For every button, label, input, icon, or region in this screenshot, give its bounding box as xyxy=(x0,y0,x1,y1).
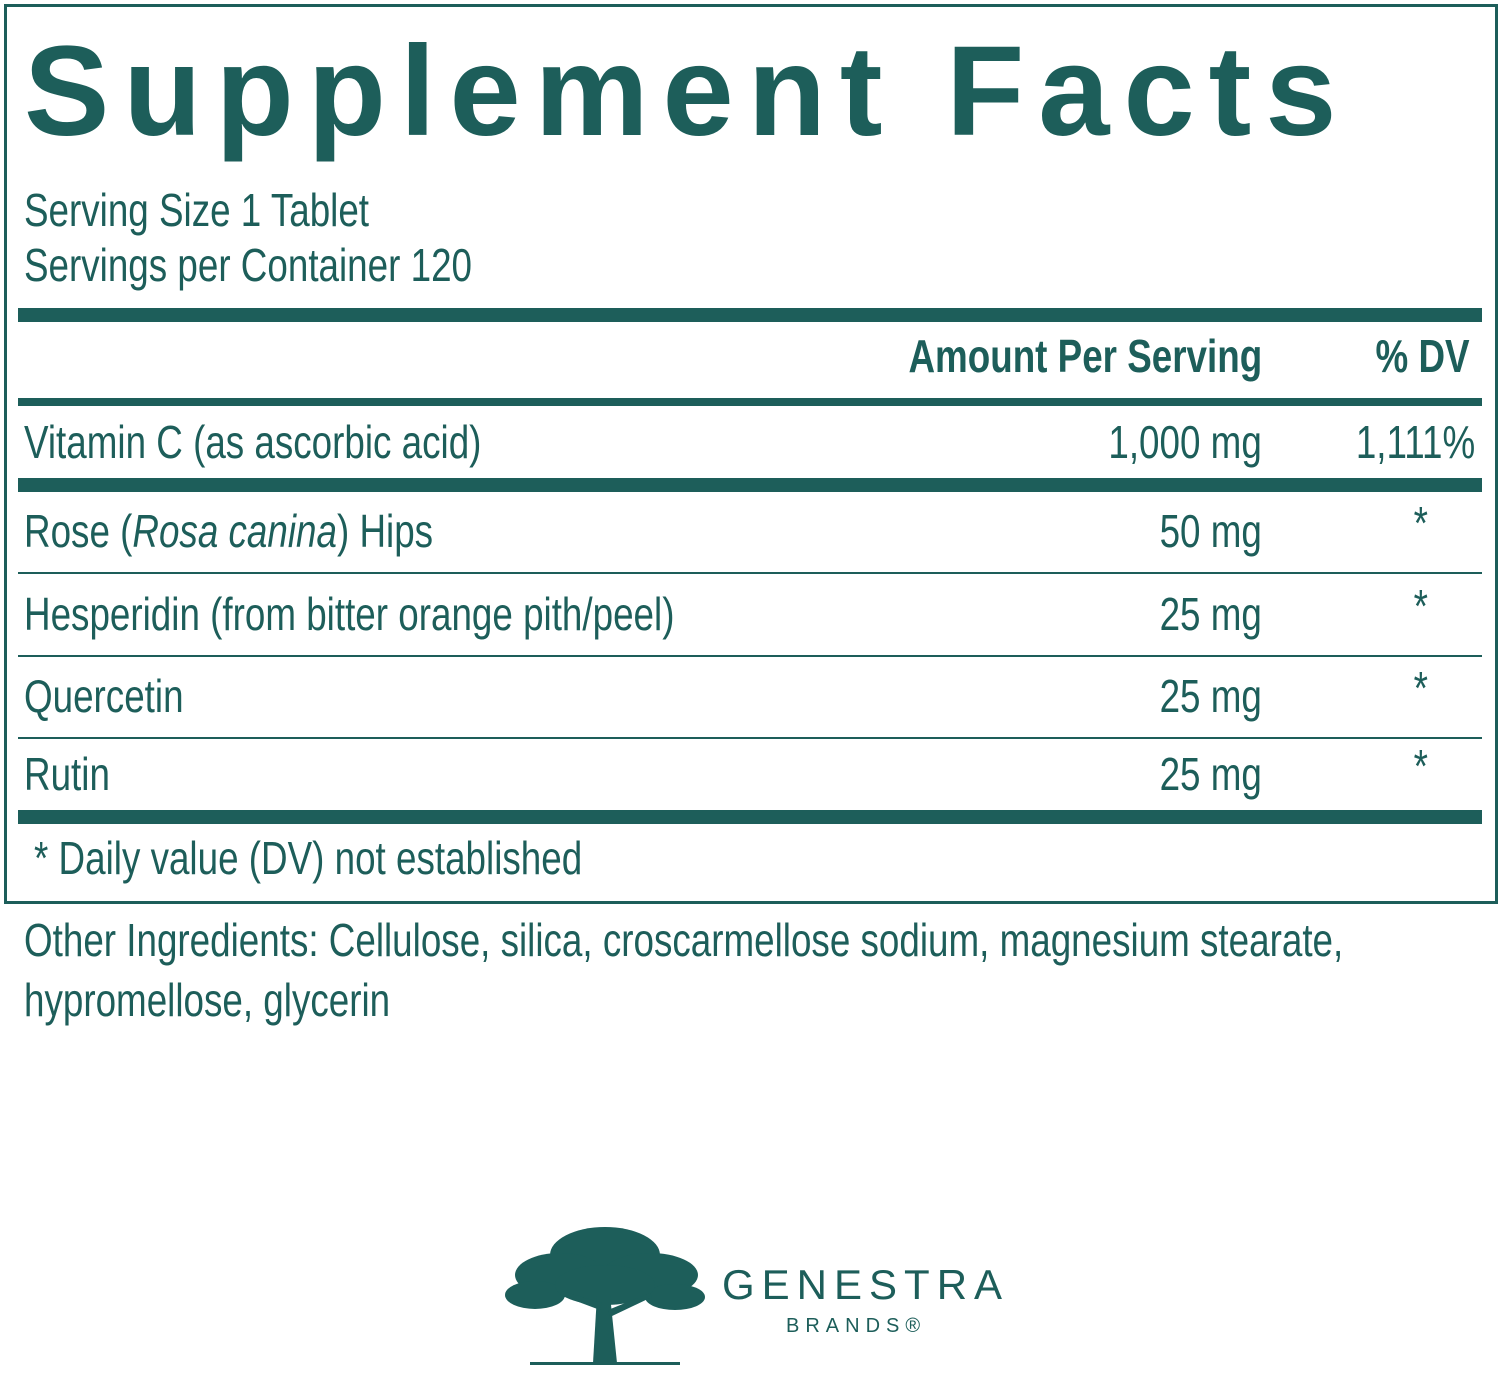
nutrient-name: Hesperidin (from bitter orange pith/peel… xyxy=(24,588,675,640)
thin-rule xyxy=(18,655,1482,657)
nutrient-dv: 1,111% xyxy=(1355,416,1475,468)
nutrient-name: Vitamin C (as ascorbic acid) xyxy=(24,416,482,468)
thick-rule xyxy=(18,308,1482,322)
other-ingredients: hypromellose, glycerin xyxy=(24,974,391,1026)
nutrient-amount: 25 mg xyxy=(1159,748,1262,800)
nutrient-amount: 25 mg xyxy=(1159,670,1262,722)
footnote: * Daily value (DV) not established xyxy=(34,832,583,884)
other-ingredients: Other Ingredients: Cellulose, silica, cr… xyxy=(24,914,1344,966)
servings-per-container: Servings per Container 120 xyxy=(24,239,472,291)
nutrient-name: Rose (Rosa canina) Hips xyxy=(24,503,433,559)
nutrient-dv: * xyxy=(1413,662,1428,714)
amount-header: Amount Per Serving xyxy=(908,330,1262,382)
logo-name: GENESTRA xyxy=(722,1261,1010,1308)
logo-tree xyxy=(505,1227,705,1365)
thick-rule xyxy=(18,478,1482,492)
nutrient-amount: 25 mg xyxy=(1159,588,1262,640)
thick-rule xyxy=(18,810,1482,824)
name-part: ) Hips xyxy=(336,505,434,557)
name-italic: Rosa canina xyxy=(132,505,337,557)
logo-sub: BRANDS® xyxy=(786,1315,927,1337)
title: Supplement Facts xyxy=(24,20,1351,163)
nutrient-amount: 1,000 mg xyxy=(1108,416,1262,468)
label-box xyxy=(4,4,1498,904)
nutrient-name: Rutin xyxy=(24,748,110,800)
name-part: Rose ( xyxy=(24,505,133,557)
nutrient-name: Quercetin xyxy=(24,670,184,722)
rule xyxy=(18,398,1482,406)
thin-rule xyxy=(18,737,1482,739)
nutrient-dv: * xyxy=(1413,740,1428,792)
dv-header: % DV xyxy=(1375,330,1470,382)
thin-rule xyxy=(18,572,1482,574)
serving-size: Serving Size 1 Tablet xyxy=(24,184,370,236)
nutrient-dv: * xyxy=(1413,580,1428,632)
nutrient-amount: 50 mg xyxy=(1159,505,1262,557)
nutrient-dv: * xyxy=(1413,497,1428,549)
